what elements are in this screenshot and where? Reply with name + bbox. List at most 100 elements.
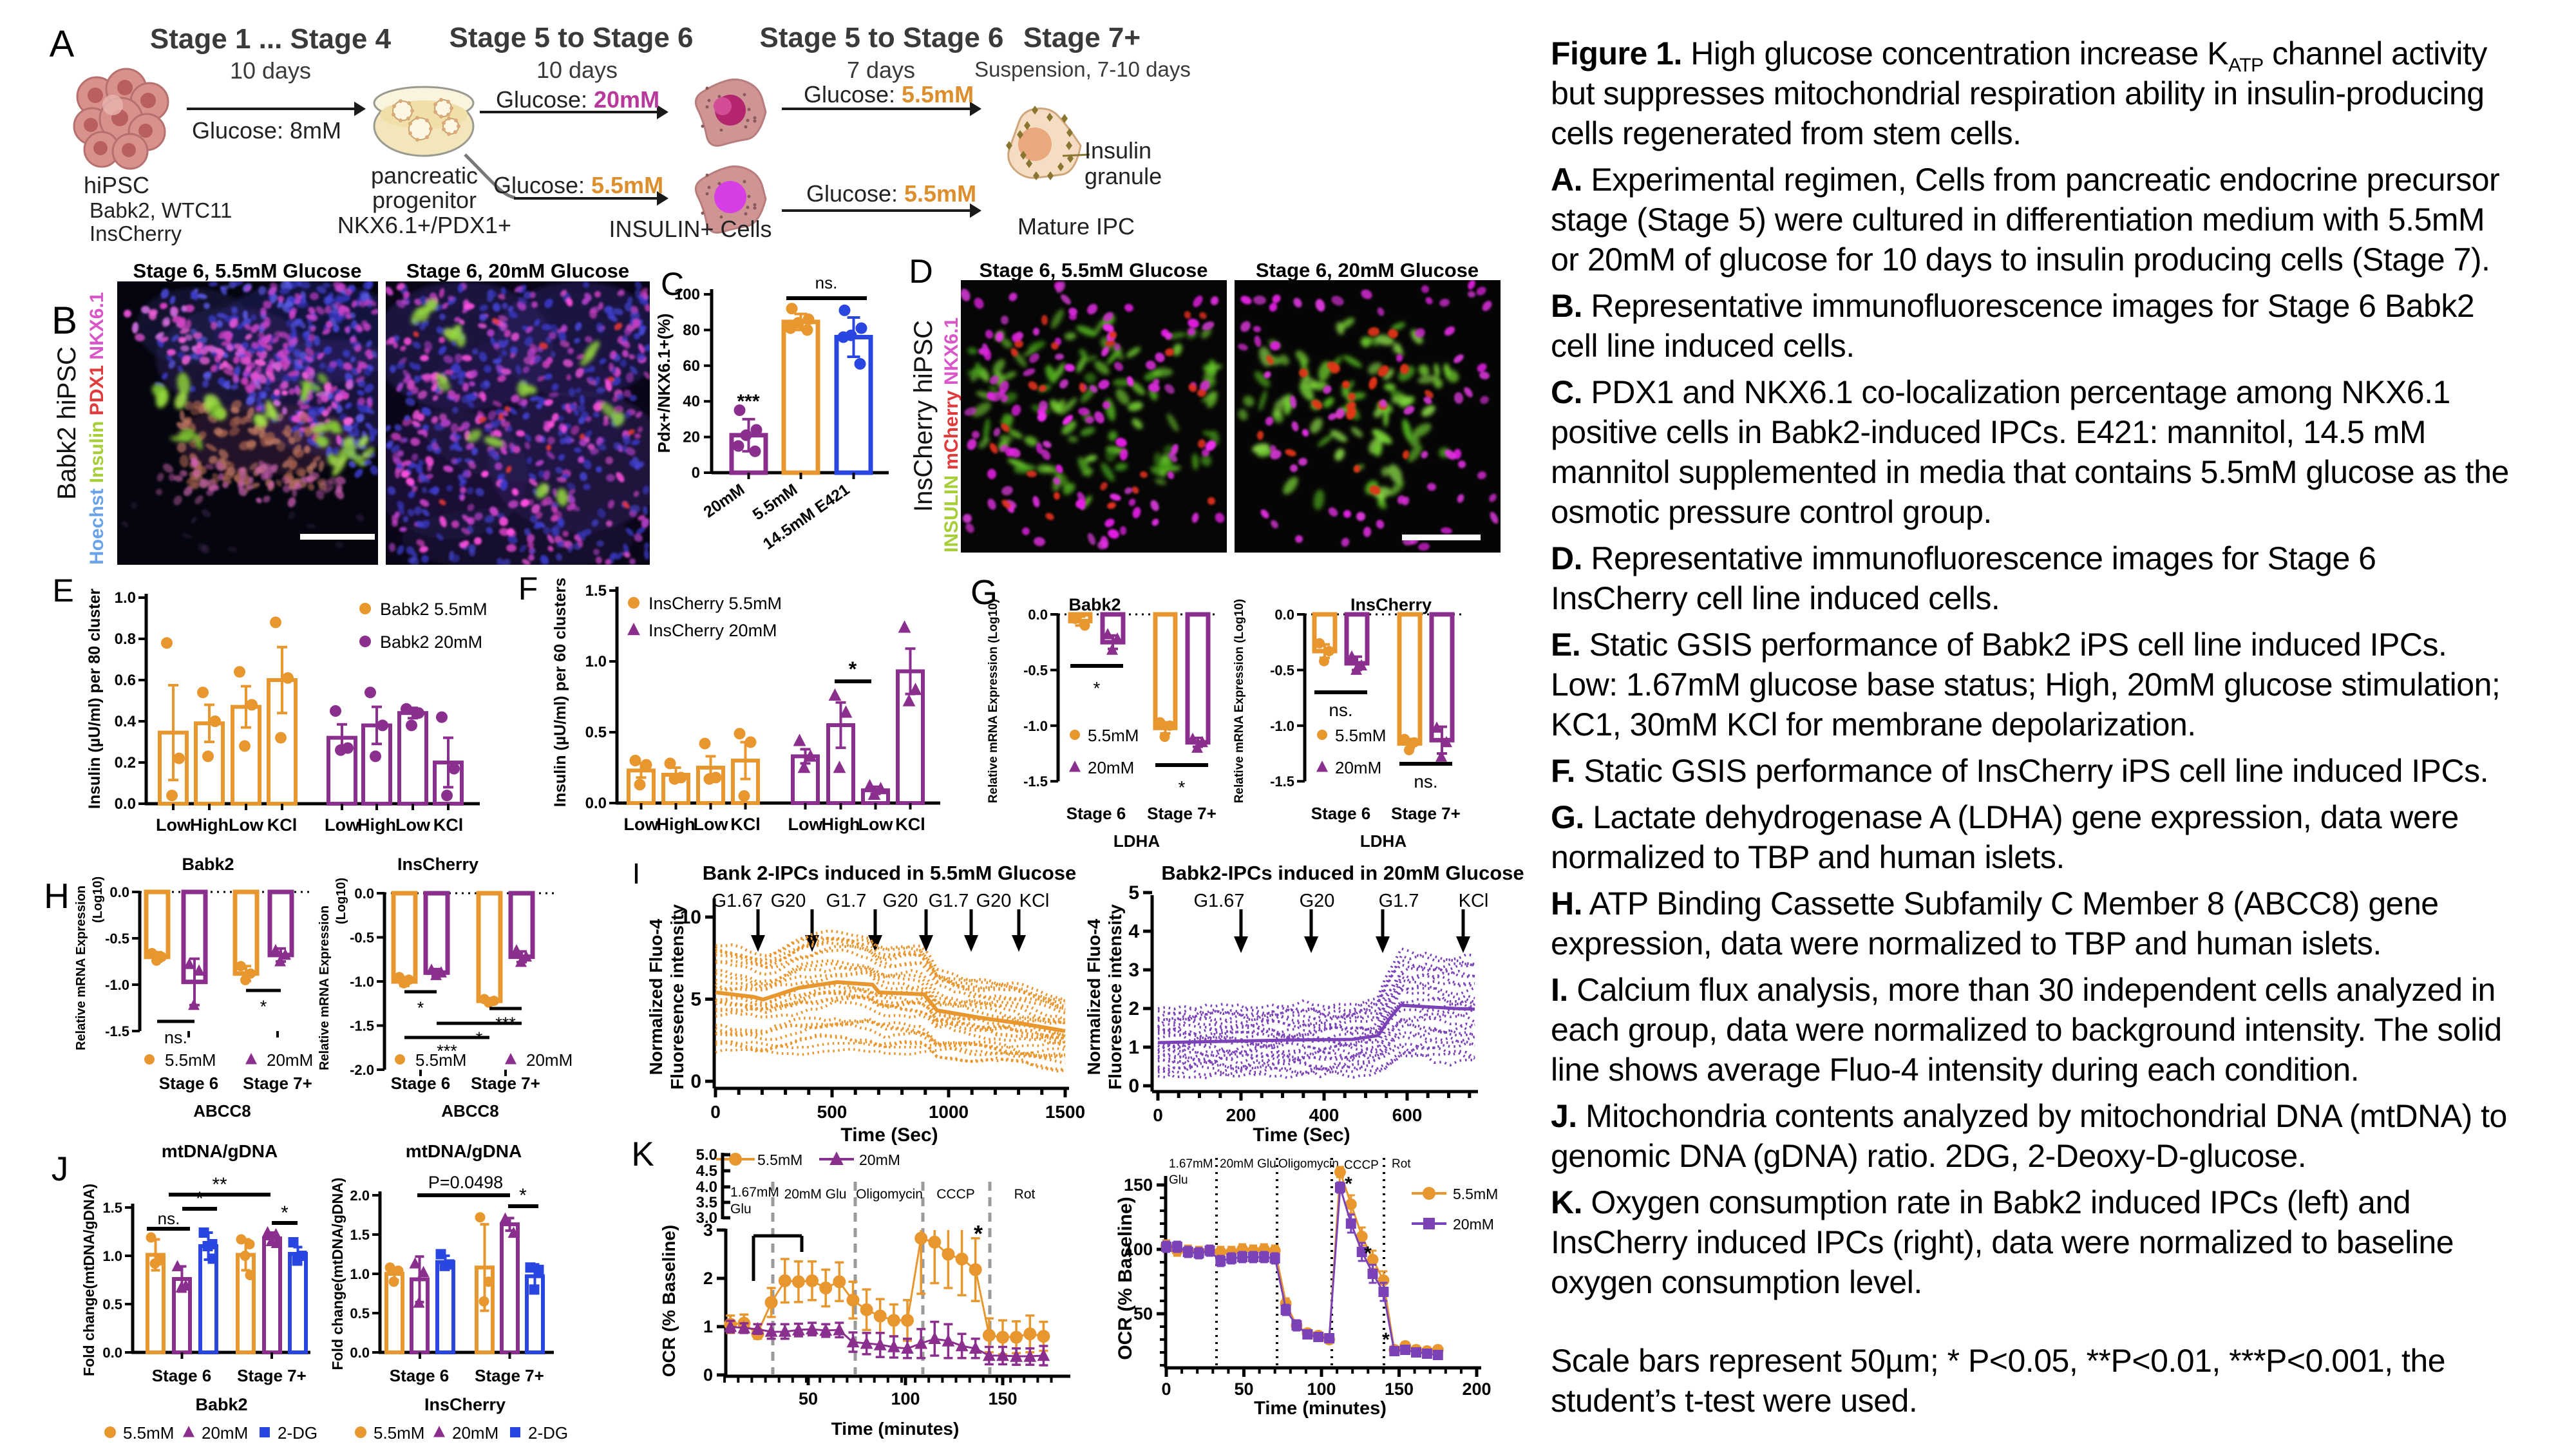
svg-text:Insulin (µU/ml) per 60 cluster: Insulin (µU/ml) per 60 clusters bbox=[551, 578, 569, 807]
svg-text:B: B bbox=[52, 299, 77, 342]
svg-text:Time (Sec): Time (Sec) bbox=[840, 1124, 938, 1146]
svg-text:P=0.0498: P=0.0498 bbox=[428, 1173, 503, 1192]
svg-text:0.6: 0.6 bbox=[115, 672, 136, 689]
svg-text:Glucose: 8mM: Glucose: 8mM bbox=[192, 117, 341, 144]
svg-text:0.0: 0.0 bbox=[109, 884, 129, 900]
svg-text:Glucose: 20mM: Glucose: 20mM bbox=[496, 86, 659, 113]
svg-text:G1.7: G1.7 bbox=[1379, 891, 1419, 911]
svg-text:Suspension, 7-10 days: Suspension, 7-10 days bbox=[974, 57, 1191, 81]
svg-text:400: 400 bbox=[1309, 1105, 1340, 1125]
svg-text:Glucose: 5.5mM: Glucose: 5.5mM bbox=[806, 180, 976, 207]
svg-text:Fluoresence intensity: Fluoresence intensity bbox=[667, 904, 687, 1090]
svg-text:*: * bbox=[417, 998, 424, 1018]
svg-text:Babk2 hiPSC: Babk2 hiPSC bbox=[53, 346, 81, 500]
svg-text:ns.: ns. bbox=[1329, 700, 1352, 720]
svg-text:2.0: 2.0 bbox=[350, 1188, 370, 1204]
svg-text:Babk2, WTC11: Babk2, WTC11 bbox=[90, 198, 232, 222]
svg-text:20mM: 20mM bbox=[1453, 1216, 1494, 1233]
svg-text:High: High bbox=[357, 815, 396, 835]
svg-text:Glucose: 5.5mM: Glucose: 5.5mM bbox=[804, 81, 974, 108]
svg-text:20mM: 20mM bbox=[267, 1050, 313, 1070]
svg-text:InsCherry 5.5mM: InsCherry 5.5mM bbox=[649, 594, 782, 613]
svg-text:ns.: ns. bbox=[815, 273, 838, 292]
svg-text:KCl: KCl bbox=[1459, 891, 1489, 911]
svg-text:100: 100 bbox=[891, 1389, 920, 1408]
svg-text:Relative mRNA Expression (Log1: Relative mRNA Expression (Log10) bbox=[1233, 599, 1246, 803]
svg-text:Stage 6, 5.5mM Glucose: Stage 6, 5.5mM Glucose bbox=[980, 259, 1208, 281]
svg-text:Relative mRNA Expression (Log1: Relative mRNA Expression (Log10) bbox=[987, 599, 1000, 803]
svg-text:ns.: ns. bbox=[158, 1209, 180, 1228]
svg-text:Rot: Rot bbox=[1014, 1187, 1036, 1202]
svg-text:20mM: 20mM bbox=[452, 1423, 498, 1443]
svg-text:600: 600 bbox=[1392, 1105, 1423, 1125]
svg-text:D: D bbox=[909, 253, 933, 290]
svg-text:1.67mM: 1.67mM bbox=[1169, 1157, 1213, 1171]
svg-text:50: 50 bbox=[1133, 1304, 1153, 1323]
svg-text:5.5mM: 5.5mM bbox=[123, 1423, 174, 1443]
svg-text:KCl: KCl bbox=[895, 815, 925, 834]
svg-text:Low: Low bbox=[156, 815, 191, 835]
svg-text:20mM: 20mM bbox=[526, 1050, 573, 1070]
svg-text:0.5: 0.5 bbox=[350, 1305, 370, 1321]
svg-text:5.5mM: 5.5mM bbox=[165, 1050, 216, 1070]
svg-text:20mM: 20mM bbox=[1335, 758, 1381, 777]
svg-text:Glu: Glu bbox=[1169, 1173, 1188, 1187]
svg-text:Stage 7+: Stage 7+ bbox=[243, 1074, 312, 1093]
svg-text:-1.0: -1.0 bbox=[105, 977, 129, 993]
svg-text:-0.5: -0.5 bbox=[1270, 662, 1294, 678]
svg-text:*: * bbox=[1094, 678, 1101, 698]
svg-text:pancreatic: pancreatic bbox=[371, 162, 478, 189]
svg-text:40: 40 bbox=[683, 393, 700, 410]
svg-text:*: * bbox=[849, 658, 857, 681]
svg-text:Fold change(mtDNA/gDNA): Fold change(mtDNA/gDNA) bbox=[329, 1178, 346, 1370]
svg-text:Stage 6: Stage 6 bbox=[159, 1074, 219, 1093]
svg-text:K: K bbox=[631, 1135, 654, 1173]
svg-text:Relative mRNA Expression: Relative mRNA Expression bbox=[317, 905, 332, 1070]
svg-text:Hoechst Insulin PDX1 NKX6.1: Hoechst Insulin PDX1 NKX6.1 bbox=[86, 292, 108, 565]
svg-text:Low: Low bbox=[858, 815, 894, 834]
svg-text:***: *** bbox=[737, 391, 759, 412]
svg-text:Insulin: Insulin bbox=[1084, 137, 1151, 164]
svg-text:7 days: 7 days bbox=[847, 57, 915, 83]
svg-text:0: 0 bbox=[1161, 1379, 1171, 1399]
svg-text:G20: G20 bbox=[771, 891, 806, 911]
svg-text:1.5: 1.5 bbox=[102, 1200, 122, 1216]
svg-text:Time (minutes): Time (minutes) bbox=[1254, 1398, 1387, 1419]
svg-text:Low: Low bbox=[325, 815, 360, 835]
svg-text:KCl: KCl bbox=[267, 815, 298, 835]
svg-text:E: E bbox=[52, 573, 73, 609]
svg-text:80: 80 bbox=[683, 321, 700, 339]
svg-text:200: 200 bbox=[1226, 1105, 1256, 1125]
svg-text:Stage 7+: Stage 7+ bbox=[471, 1074, 540, 1093]
svg-text:10 days: 10 days bbox=[536, 57, 618, 83]
svg-text:1.0: 1.0 bbox=[585, 653, 607, 670]
svg-text:Stage 7+: Stage 7+ bbox=[1147, 804, 1217, 823]
svg-text:1: 1 bbox=[703, 1317, 713, 1336]
svg-text:Stage 6: Stage 6 bbox=[152, 1366, 212, 1385]
svg-text:0.0: 0.0 bbox=[585, 795, 607, 812]
svg-text:InsCherry: InsCherry bbox=[90, 222, 182, 245]
svg-text:5.5mM: 5.5mM bbox=[1335, 726, 1386, 745]
svg-text:150: 150 bbox=[988, 1389, 1017, 1408]
svg-text:F: F bbox=[518, 571, 538, 607]
svg-text:progenitor: progenitor bbox=[372, 187, 477, 213]
svg-text:Babk2 5.5mM: Babk2 5.5mM bbox=[380, 600, 488, 619]
svg-text:Babk2: Babk2 bbox=[195, 1395, 247, 1414]
svg-text:1.67mM: 1.67mM bbox=[730, 1185, 779, 1200]
svg-text:0.0: 0.0 bbox=[350, 1345, 370, 1361]
svg-text:Mature IPC: Mature IPC bbox=[1018, 213, 1135, 240]
svg-text:Oligomycin: Oligomycin bbox=[856, 1187, 923, 1202]
svg-text:(Log10): (Log10) bbox=[334, 878, 348, 924]
svg-text:4.5: 4.5 bbox=[696, 1162, 717, 1180]
svg-text:5.5mM: 5.5mM bbox=[415, 1050, 466, 1070]
svg-text:*: * bbox=[1179, 777, 1186, 797]
svg-text:Stage 7+: Stage 7+ bbox=[475, 1366, 544, 1385]
svg-text:Oligomycin: Oligomycin bbox=[1278, 1157, 1339, 1171]
svg-text:Babk2: Babk2 bbox=[1068, 595, 1121, 614]
svg-text:0: 0 bbox=[710, 1102, 721, 1122]
svg-text:2-DG: 2-DG bbox=[278, 1423, 317, 1443]
svg-text:Low: Low bbox=[395, 815, 431, 835]
svg-text:20mM: 20mM bbox=[202, 1423, 248, 1443]
svg-text:*: * bbox=[519, 1185, 527, 1206]
svg-text:ns.: ns. bbox=[164, 1028, 187, 1047]
